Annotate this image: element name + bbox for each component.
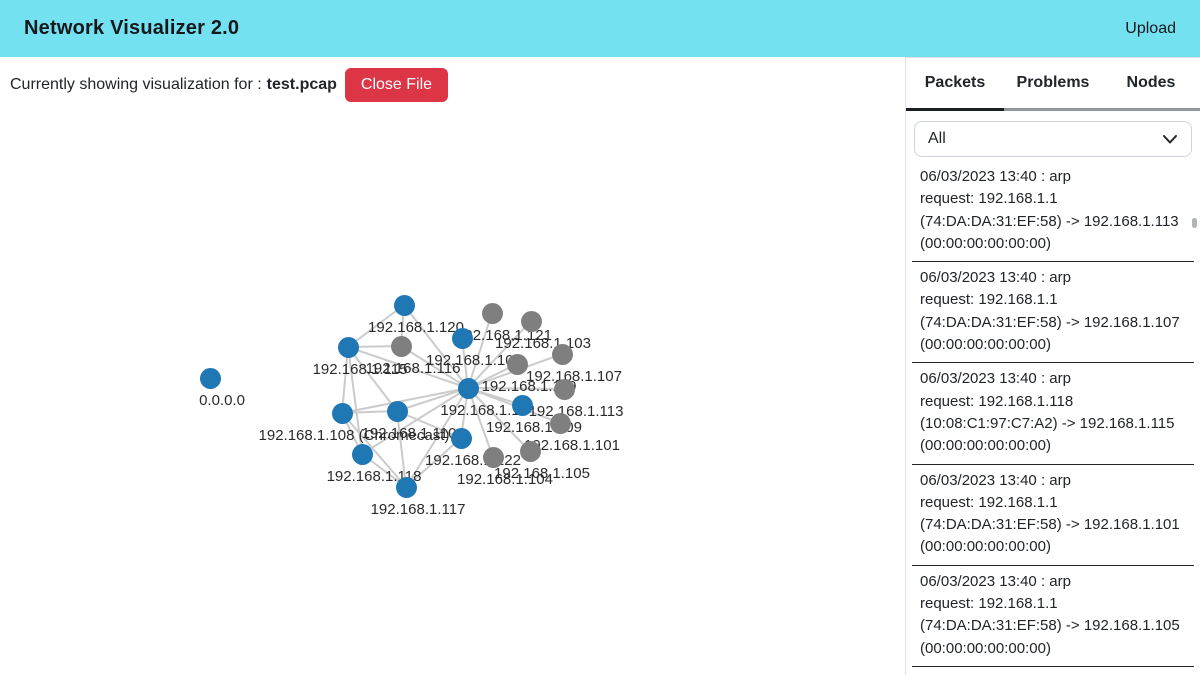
packet-item: 06/03/2023 13:40 : arp request: 192.168.…: [912, 262, 1194, 364]
graph-node[interactable]: [553, 378, 575, 400]
status-text: Currently showing visualization for : tes…: [10, 76, 337, 94]
graph-node-label: 192.168.1.113: [528, 403, 624, 420]
graph-node-label: 192.168.1.105: [494, 465, 590, 482]
close-file-button[interactable]: Close File: [344, 68, 449, 102]
graph-node[interactable]: [457, 377, 479, 399]
chevron-down-icon: [1163, 134, 1177, 143]
graph-node[interactable]: [393, 294, 415, 316]
graph-node-label: 192.168.1.104: [457, 471, 553, 488]
graph-node-label: 192.168.1.122: [425, 452, 521, 469]
graph-node[interactable]: [450, 427, 472, 449]
packet-filter-value: All: [928, 130, 946, 147]
graph-node-label: 192.168.1.115: [312, 361, 408, 378]
graph-node[interactable]: [351, 443, 373, 465]
packet-item: 06/03/2023 13:40 : arp request: 192.168.…: [912, 363, 1194, 465]
upload-button[interactable]: Upload: [1125, 19, 1176, 37]
graph-node[interactable]: [482, 446, 504, 468]
graph-node[interactable]: [551, 343, 573, 365]
packet-item: 06/03/2023 13:40 : arp request: 192.168.…: [912, 667, 1194, 675]
status-prefix: Currently showing visualization for :: [10, 76, 262, 93]
open-filename: test.pcap: [266, 76, 337, 93]
tab-problems[interactable]: Problems: [1004, 58, 1102, 111]
graph-node[interactable]: [331, 402, 353, 424]
sidebar: Packets Problems Nodes All 06/03/2023 13…: [905, 57, 1200, 675]
graph-node[interactable]: [506, 353, 528, 375]
scrollbar-thumb[interactable]: [1192, 218, 1197, 228]
app-title: Network Visualizer 2.0: [24, 17, 240, 39]
graph-node[interactable]: [481, 302, 503, 324]
graph-node[interactable]: [511, 394, 533, 416]
graph-node-label: 192.168.1.103: [495, 335, 591, 352]
graph-node[interactable]: [337, 336, 359, 358]
graph-node[interactable]: [390, 335, 412, 357]
app-header: Network Visualizer 2.0 Upload: [0, 0, 1200, 57]
graph-node-label: 192.168.1.108 (Chromecast): [258, 427, 450, 444]
tab-nodes[interactable]: Nodes: [1102, 58, 1200, 111]
graph-node-label: 192.168.1.117: [370, 501, 466, 518]
packet-item: 06/03/2023 13:40 : arp request: 192.168.…: [912, 161, 1194, 263]
graph-node[interactable]: [199, 367, 221, 389]
graph-node-label: 192.168.1.116: [365, 360, 461, 377]
tab-packets[interactable]: Packets: [906, 58, 1004, 111]
graph-node[interactable]: [549, 412, 571, 434]
packet-filter: All: [906, 111, 1200, 161]
packet-item: 06/03/2023 13:40 : arp request: 192.168.…: [912, 465, 1194, 566]
graph-node-label: 0.0.0.0: [199, 392, 245, 409]
graph-node[interactable]: [386, 400, 408, 422]
graph-node-label: 192.168.1.107: [526, 368, 622, 385]
packet-list: 06/03/2023 13:40 : arp request: 192.168.…: [906, 161, 1200, 675]
graph-node-label: 192.168.1.110: [361, 425, 457, 442]
graph-node-label: 192.168.1.120: [368, 319, 464, 336]
graph-node[interactable]: [520, 310, 542, 332]
packet-filter-select[interactable]: All: [914, 121, 1192, 157]
graph-node[interactable]: [519, 440, 541, 462]
tab-bar: Packets Problems Nodes: [906, 58, 1200, 111]
graph-node[interactable]: [395, 476, 417, 498]
packet-item: 06/03/2023 13:40 : arp request: 192.168.…: [912, 566, 1194, 667]
graph-node[interactable]: [451, 327, 473, 349]
graph-node-label: 192.168.1.1: [440, 402, 520, 419]
toolbar: Currently showing visualization for : tes…: [0, 57, 905, 113]
